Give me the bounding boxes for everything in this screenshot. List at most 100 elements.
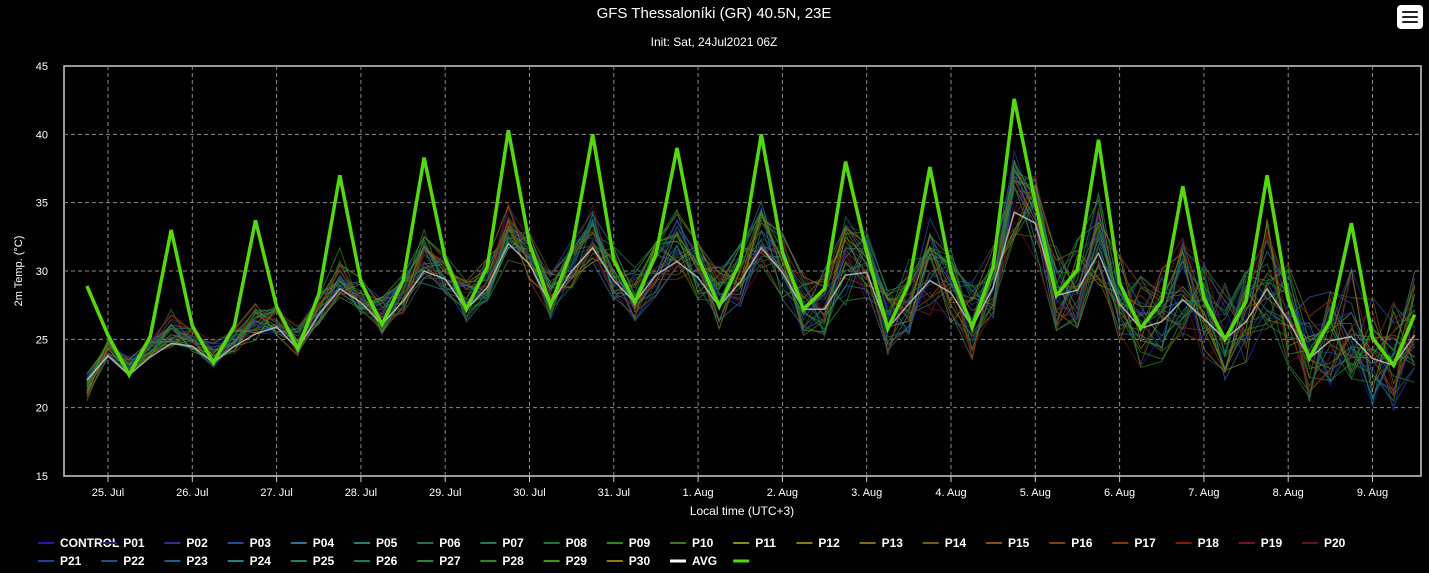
highlight-line-group xyxy=(85,98,1417,379)
legend-label: P25 xyxy=(313,554,335,568)
highlight-line xyxy=(85,98,1417,379)
legend-label: P05 xyxy=(376,536,398,550)
x-tick-label: 2. Aug xyxy=(767,487,798,499)
x-axis-ticks: 25. Jul 26. Jul 27. Jul 28. Jul 29. Jul 30. J… xyxy=(92,476,1388,499)
legend-label: P17 xyxy=(1134,536,1156,550)
legend-item[interactable]: P13 xyxy=(859,536,904,550)
legend-item[interactable]: P17 xyxy=(1112,536,1156,550)
y-tick-label: 20 xyxy=(36,403,48,415)
legend-item[interactable]: P14 xyxy=(922,536,967,550)
legend-item[interactable]: P28 xyxy=(480,554,524,568)
legend-item[interactable]: P15 xyxy=(986,536,1030,550)
x-tick-label: 25. Jul xyxy=(92,487,124,499)
legend-label: P29 xyxy=(566,554,588,568)
x-tick-label: 3. Aug xyxy=(851,487,882,499)
legend-label: P27 xyxy=(439,554,461,568)
legend-label: P13 xyxy=(882,536,904,550)
x-tick-label: 28. Jul xyxy=(345,487,377,499)
legend-item[interactable]: P02 xyxy=(164,536,208,550)
x-tick-label: 27. Jul xyxy=(260,487,292,499)
y-axis-label: 2m Temp. (°C) xyxy=(13,236,25,307)
legend-item[interactable]: P11 xyxy=(733,536,776,550)
legend-label: P19 xyxy=(1261,536,1283,550)
legend-item[interactable]: AVG xyxy=(670,554,717,568)
legend-label: P20 xyxy=(1324,536,1346,550)
ensemble-line-p13 xyxy=(86,178,1416,397)
legend: CONTROL P01 P02 P03 P04 P05 P06 P07 P08 P09 P10 P11… xyxy=(38,536,1346,568)
legend-label: P06 xyxy=(439,536,461,550)
legend-label: P08 xyxy=(566,536,588,550)
y-tick-label: 45 xyxy=(36,61,48,73)
hamburger-menu-icon[interactable] xyxy=(1397,5,1423,29)
legend-label: P09 xyxy=(629,536,651,550)
legend-label: P16 xyxy=(1071,536,1093,550)
legend-item[interactable]: P03 xyxy=(227,536,272,550)
legend-item[interactable]: P12 xyxy=(796,536,840,550)
legend-label: P10 xyxy=(692,536,714,550)
avg-line xyxy=(86,211,1416,381)
legend-item[interactable]: P30 xyxy=(606,554,651,568)
y-tick-label: 30 xyxy=(36,266,48,278)
legend-item[interactable]: P19 xyxy=(1238,536,1283,550)
x-axis-label: Local time (UTC+3) xyxy=(690,504,794,518)
legend-label: AVG xyxy=(692,554,717,568)
y-tick-label: 35 xyxy=(36,198,48,210)
ensemble-line-p20 xyxy=(86,208,1416,389)
x-tick-label: 5. Aug xyxy=(1020,487,1051,499)
y-tick-label: 15 xyxy=(36,471,48,483)
legend-label: P23 xyxy=(186,554,208,568)
x-tick-label: 7. Aug xyxy=(1188,487,1219,499)
legend-label: P04 xyxy=(313,536,335,550)
legend-item[interactable]: P16 xyxy=(1049,536,1093,550)
legend-item[interactable]: P18 xyxy=(1175,536,1220,550)
legend-item[interactable]: P21 xyxy=(38,554,82,568)
legend-item[interactable]: P23 xyxy=(164,554,208,568)
legend-label: P07 xyxy=(502,536,524,550)
legend-item[interactable]: P22 xyxy=(101,554,145,568)
legend-item[interactable]: CONTROL xyxy=(38,536,119,550)
x-tick-label: 29. Jul xyxy=(429,487,461,499)
legend-item[interactable]: P24 xyxy=(227,554,272,568)
legend-label: P21 xyxy=(60,554,82,568)
chart-title: GFS Thessaloníki (GR) 40.5N, 23E xyxy=(597,5,832,22)
legend-label: P28 xyxy=(502,554,524,568)
legend-label: P03 xyxy=(250,536,272,550)
legend-item[interactable]: P04 xyxy=(290,536,335,550)
ensemble-lines xyxy=(86,150,1416,412)
legend-item[interactable]: P25 xyxy=(290,554,335,568)
legend-item[interactable]: P10 xyxy=(670,536,714,550)
legend-item[interactable]: P26 xyxy=(354,554,398,568)
legend-label: P02 xyxy=(186,536,208,550)
legend-label: P26 xyxy=(376,554,398,568)
y-axis-ticks: 15 20 25 30 35 40 45 xyxy=(36,61,48,483)
legend-label: P14 xyxy=(945,536,967,550)
x-tick-label: 26. Jul xyxy=(176,487,208,499)
legend-item[interactable]: P09 xyxy=(606,536,651,550)
legend-label: P11 xyxy=(755,536,776,550)
x-tick-label: 31. Jul xyxy=(598,487,630,499)
x-tick-label: 6. Aug xyxy=(1104,487,1135,499)
legend-item[interactable]: P29 xyxy=(543,554,588,568)
x-tick-label: 4. Aug xyxy=(935,487,966,499)
y-tick-label: 40 xyxy=(36,129,48,141)
legend-label: P30 xyxy=(629,554,651,568)
x-tick-label: 9. Aug xyxy=(1357,487,1388,499)
y-tick-label: 25 xyxy=(36,334,48,346)
legend-item[interactable]: P01 xyxy=(101,536,145,550)
chart-subtitle: Init: Sat, 24Jul2021 06Z xyxy=(651,35,778,49)
legend-item[interactable]: P20 xyxy=(1302,536,1346,550)
legend-item[interactable]: P27 xyxy=(417,554,461,568)
x-tick-label: 1. Aug xyxy=(682,487,713,499)
legend-label: P01 xyxy=(123,536,145,550)
x-tick-label: 8. Aug xyxy=(1273,487,1304,499)
legend-label: P24 xyxy=(250,554,272,568)
legend-label: P15 xyxy=(1008,536,1030,550)
legend-item[interactable]: P07 xyxy=(480,536,524,550)
legend-item[interactable]: P08 xyxy=(543,536,588,550)
legend-item[interactable]: P06 xyxy=(417,536,461,550)
legend-label: P22 xyxy=(123,554,145,568)
legend-label: CONTROL xyxy=(60,536,119,550)
legend-label: P12 xyxy=(818,536,840,550)
legend-item[interactable]: P05 xyxy=(354,536,398,550)
